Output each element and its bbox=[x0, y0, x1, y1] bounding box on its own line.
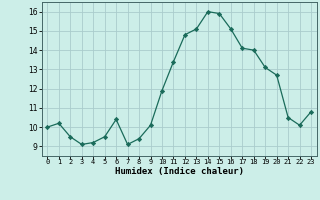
X-axis label: Humidex (Indice chaleur): Humidex (Indice chaleur) bbox=[115, 167, 244, 176]
